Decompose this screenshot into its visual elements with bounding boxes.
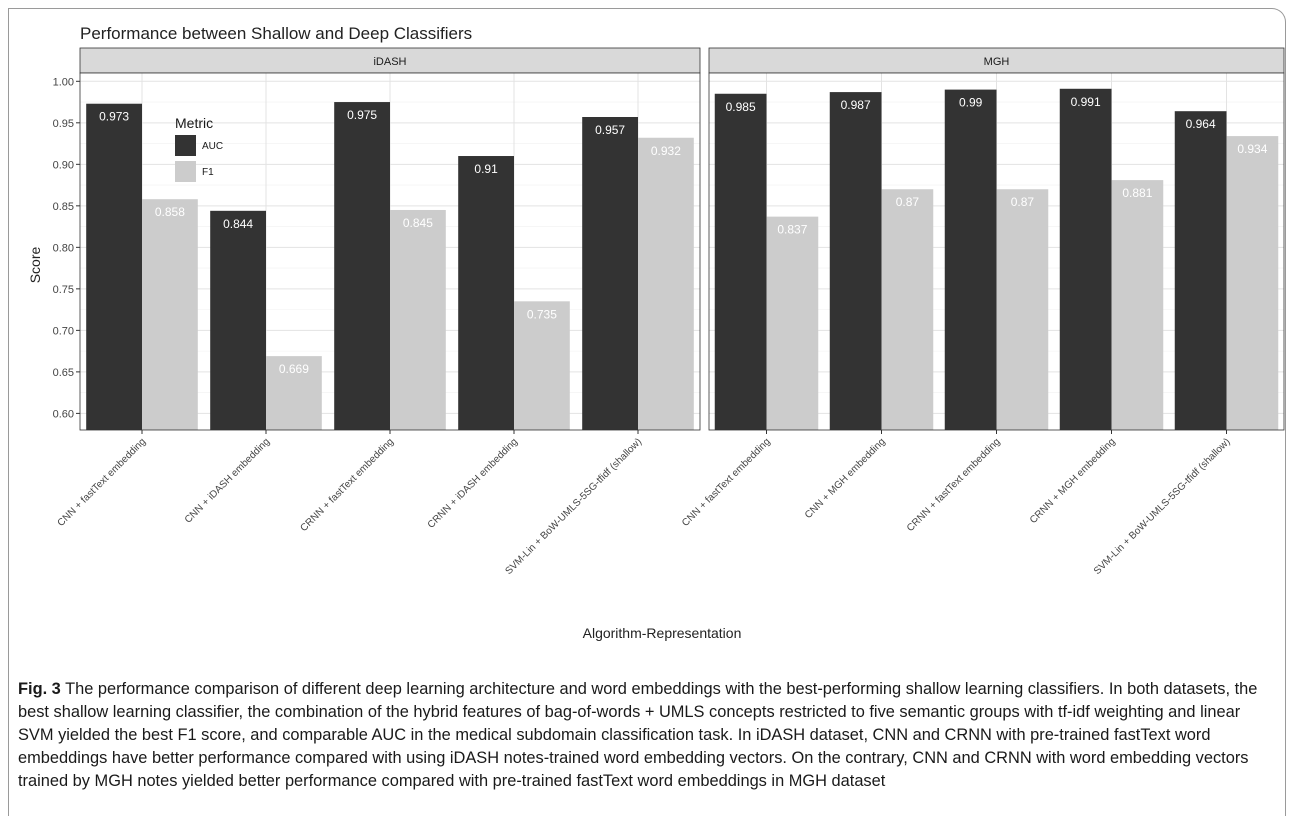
auc-value-label: 0.91 <box>474 162 498 176</box>
auc-bar <box>210 210 266 430</box>
auc-value-label: 0.99 <box>959 96 983 110</box>
f1-value-label: 0.735 <box>527 307 557 321</box>
f1-value-label: 0.858 <box>155 205 185 219</box>
f1-bar <box>638 137 694 431</box>
panel-idash: iDASH 0.973 0.858 CNN + fastText embedding 0… <box>56 47 701 577</box>
x-tick-label: CRNN + MGH embedding <box>1028 436 1118 526</box>
f1-value-label: 0.669 <box>279 362 309 376</box>
f1-bar <box>1226 136 1279 431</box>
auc-value-label: 0.987 <box>841 98 871 112</box>
caption-text: The performance comparison of different … <box>18 680 1258 790</box>
f1-bar <box>766 216 819 430</box>
panel-border <box>708 72 1285 431</box>
legend-swatch-auc <box>175 135 196 156</box>
y-axis-label: Score <box>27 247 43 284</box>
x-tick-label: CRNN + iDASH embedding <box>426 436 520 530</box>
y-tick-label: 0.80 <box>53 242 74 254</box>
auc-bar <box>1059 88 1112 431</box>
x-tick-label: CRNN + fastText embedding <box>299 436 397 534</box>
auc-bar <box>458 156 514 430</box>
auc-bar <box>86 103 142 431</box>
auc-bar <box>582 117 638 431</box>
auc-value-label: 0.973 <box>99 110 129 124</box>
x-tick-label: CNN + iDASH embedding <box>183 436 272 525</box>
auc-value-label: 0.985 <box>726 100 756 114</box>
facet-strip-label: MGH <box>984 56 1010 68</box>
panel-mgh: MGH 0.985 0.837 CNN + fastText embedding 0.9… <box>680 47 1285 577</box>
figure-label: Fig. 3 <box>18 680 61 698</box>
y-tick-label: 0.90 <box>53 159 74 171</box>
y-tick-label: 1.00 <box>53 76 74 88</box>
auc-value-label: 0.957 <box>595 123 625 137</box>
f1-bar <box>996 189 1049 430</box>
f1-value-label: 0.87 <box>896 195 920 209</box>
x-tick-label: CNN + MGH embedding <box>803 436 888 521</box>
legend-swatch-f1 <box>175 161 196 182</box>
x-axis-label: Algorithm-Representation <box>583 625 742 641</box>
auc-bar <box>714 93 767 431</box>
f1-bar <box>1111 180 1164 430</box>
y-tick-label: 0.65 <box>53 367 74 379</box>
x-tick-label: CNN + fastText embedding <box>680 436 772 528</box>
x-tick-label: CNN + fastText embedding <box>56 436 148 528</box>
f1-value-label: 0.87 <box>1011 195 1035 209</box>
figure-frame <box>8 8 1286 816</box>
y-tick-label: 0.95 <box>53 118 74 130</box>
auc-bar <box>334 102 390 430</box>
f1-value-label: 0.934 <box>1237 142 1267 156</box>
facet-strip-label: iDASH <box>373 56 406 68</box>
auc-value-label: 0.844 <box>223 217 253 231</box>
auc-bar <box>829 92 882 431</box>
figure-caption: Fig. 3 The performance comparison of dif… <box>18 678 1273 793</box>
f1-value-label: 0.845 <box>403 216 433 230</box>
panel-border <box>79 72 701 431</box>
x-tick-label: SVM-Lin + BoW-UMLS-5SG-tfidf (shallow) <box>1092 436 1233 577</box>
f1-bar <box>390 209 446 430</box>
auc-value-label: 0.991 <box>1071 95 1101 109</box>
auc-bar <box>944 89 997 431</box>
y-tick-label: 0.85 <box>53 201 74 213</box>
f1-bar <box>514 301 570 430</box>
x-tick-label: CRNN + fastText embedding <box>905 436 1003 534</box>
f1-value-label: 0.881 <box>1122 186 1152 200</box>
x-tick-label: SVM-Lin + BoW-UMLS-5SG-tfidf (shallow) <box>503 436 644 577</box>
f1-value-label: 0.932 <box>651 144 681 158</box>
auc-bar <box>1174 111 1227 430</box>
chart-title: Performance between Shallow and Deep Cla… <box>80 24 472 43</box>
bar-chart: Performance between Shallow and Deep Cla… <box>27 24 1285 641</box>
f1-value-label: 0.837 <box>777 223 807 237</box>
legend-label-auc: AUC <box>202 141 223 152</box>
auc-value-label: 0.975 <box>347 108 377 122</box>
y-tick-label: 0.75 <box>53 284 74 296</box>
legend-label-f1: F1 <box>202 167 214 178</box>
y-tick-label: 0.70 <box>53 325 74 337</box>
f1-bar <box>142 199 198 430</box>
auc-value-label: 0.964 <box>1186 117 1216 131</box>
f1-bar <box>881 189 934 430</box>
legend-title: Metric <box>175 115 213 131</box>
f1-bar <box>266 356 322 430</box>
y-tick-label: 0.60 <box>53 408 74 420</box>
